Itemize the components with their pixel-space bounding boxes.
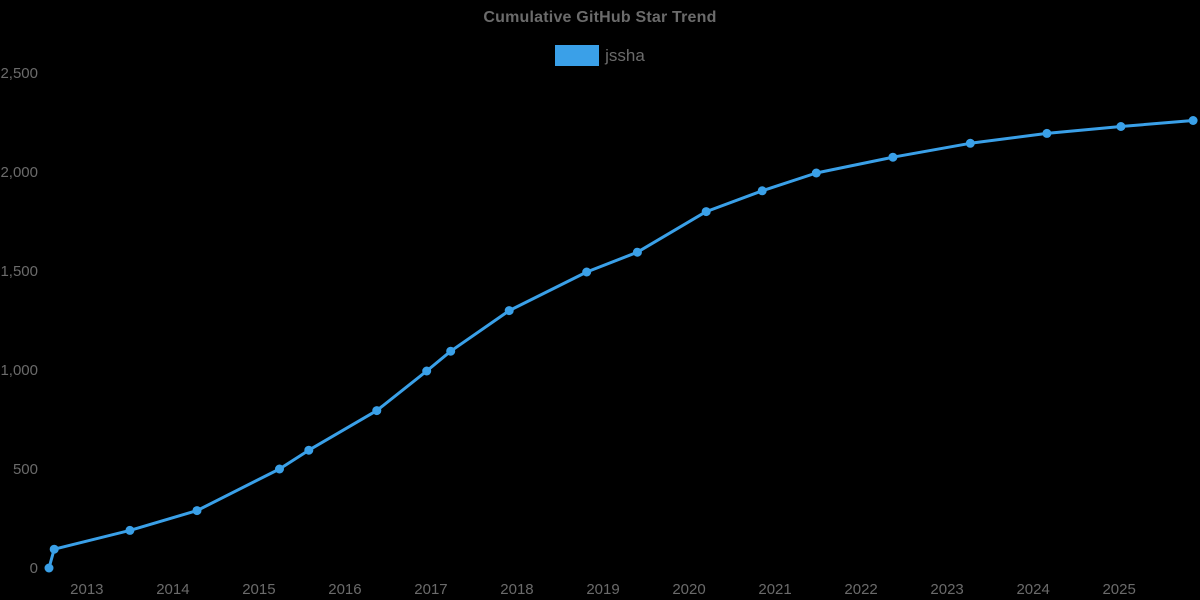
data-point xyxy=(49,544,59,554)
data-point xyxy=(1042,128,1052,138)
data-point xyxy=(811,168,821,178)
data-point xyxy=(192,506,202,516)
y-axis-tick-label: 2,500 xyxy=(0,65,38,82)
data-point xyxy=(965,138,975,148)
y-axis-tick-label: 500 xyxy=(13,461,38,478)
x-axis-tick-label: 2025 xyxy=(1102,581,1135,598)
data-point xyxy=(304,445,314,455)
data-point xyxy=(422,366,432,376)
data-point xyxy=(125,525,135,535)
y-axis-tick-label: 1,500 xyxy=(0,263,38,280)
x-axis-tick-label: 2019 xyxy=(586,581,619,598)
x-axis-tick-label: 2014 xyxy=(156,581,189,598)
x-axis-tick-label: 2015 xyxy=(242,581,275,598)
y-axis-tick-label: 2,000 xyxy=(0,164,38,181)
x-axis-tick-label: 2017 xyxy=(414,581,447,598)
data-point xyxy=(372,406,382,416)
y-axis-tick-label: 1,000 xyxy=(0,362,38,379)
x-axis-tick-label: 2022 xyxy=(844,581,877,598)
data-point xyxy=(701,207,711,217)
data-point xyxy=(757,186,767,196)
data-point xyxy=(44,563,54,573)
x-axis-tick-label: 2016 xyxy=(328,581,361,598)
data-point xyxy=(504,306,514,316)
data-point xyxy=(582,267,592,277)
x-axis-tick-label: 2023 xyxy=(930,581,963,598)
data-point xyxy=(1116,122,1126,131)
trend-line xyxy=(47,119,1195,570)
data-point xyxy=(1188,116,1198,125)
data-point xyxy=(888,152,898,162)
x-axis-tick-label: 2020 xyxy=(672,581,705,598)
y-axis-tick-label: 0 xyxy=(30,560,38,577)
x-axis-tick-label: 2013 xyxy=(70,581,103,598)
x-axis-tick-label: 2024 xyxy=(1016,581,1049,598)
x-axis-tick-label: 2018 xyxy=(500,581,533,598)
legend-label: jssha xyxy=(605,46,645,65)
legend[interactable]: jssha xyxy=(0,45,1200,66)
data-point xyxy=(446,346,456,356)
chart-title: Cumulative GitHub Star Trend xyxy=(483,9,717,26)
data-point xyxy=(632,247,642,257)
data-point xyxy=(275,464,284,474)
x-axis-tick-label: 2021 xyxy=(758,581,791,598)
legend-swatch xyxy=(555,45,600,66)
